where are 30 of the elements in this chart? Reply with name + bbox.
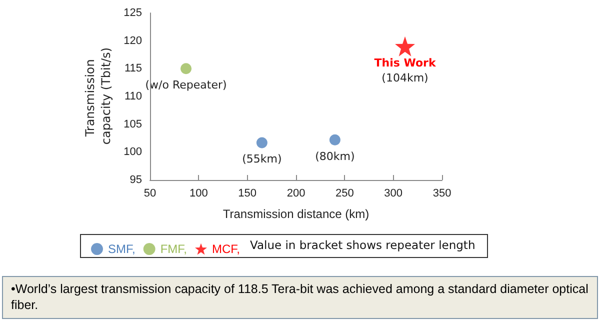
y-tick-label: 100 — [124, 146, 142, 158]
x-tick-label: 50 — [144, 188, 156, 200]
x-tick-label: 350 — [432, 188, 452, 200]
text: •World’s largest transmission capacity of 118.5 Tera-bit was achieved among a standard diameter optical fiber. — [2, 276, 598, 319]
annotation: This Work — [374, 56, 436, 70]
annotation: (55km) — [242, 152, 282, 166]
x-axis-title: Transmission distance (km) — [222, 207, 370, 221]
x-tick-label: 150 — [238, 188, 257, 200]
point — [329, 134, 340, 146]
point — [256, 137, 268, 148]
legend-label: MCF, — [212, 242, 240, 256]
y-tick-label: 120 — [124, 34, 142, 47]
x-tick-label: 200 — [286, 188, 306, 200]
y-tick-label: 95 — [130, 174, 142, 186]
x-tick-label: 100 — [189, 188, 208, 200]
annotation: (80km) — [315, 150, 355, 163]
point — [395, 36, 416, 56]
point — [180, 63, 192, 74]
annotation: (w/o Repeater) — [145, 78, 227, 92]
text: Value in bracket shows repeater length — [250, 238, 476, 252]
y-tick-label: 105 — [124, 118, 142, 130]
legend-label: SMF, — [108, 242, 136, 256]
y-axis-title: Transmission capacity (Tbit/s) — [83, 47, 113, 145]
legend-label: FMF, — [160, 242, 188, 256]
annotation: (104km) — [382, 71, 428, 84]
y-tick-label: 125 — [124, 7, 142, 19]
x-tick-label: 250 — [335, 188, 354, 200]
x-tick-label: 300 — [384, 188, 403, 200]
y-tick-label: 115 — [124, 62, 142, 75]
y-tick-label: 110 — [124, 90, 142, 102]
